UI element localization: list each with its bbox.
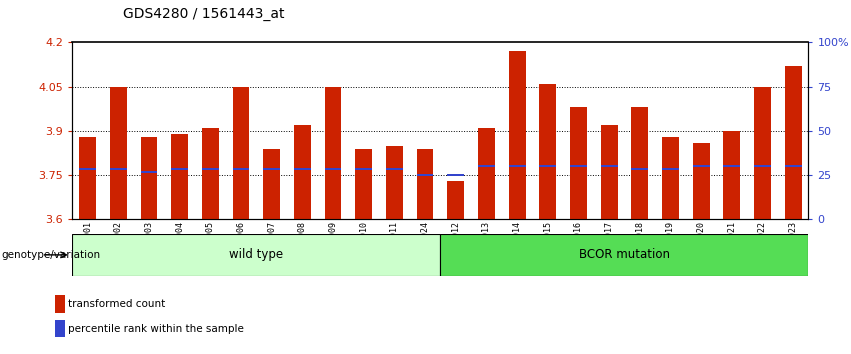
Bar <box>355 149 372 219</box>
Bar <box>263 149 280 219</box>
Bar <box>631 107 648 219</box>
Bar <box>723 131 740 219</box>
Bar <box>570 165 587 167</box>
Bar <box>171 168 188 170</box>
Bar <box>662 168 679 170</box>
Bar <box>601 125 618 219</box>
Text: percentile rank within the sample: percentile rank within the sample <box>68 324 244 334</box>
Bar <box>324 87 341 219</box>
Text: BCOR mutation: BCOR mutation <box>579 249 670 261</box>
Bar <box>478 165 494 167</box>
Bar <box>448 174 464 176</box>
Bar <box>324 168 341 170</box>
Bar <box>754 165 771 167</box>
Bar <box>55 295 65 313</box>
Bar <box>232 168 249 170</box>
Bar <box>754 87 771 219</box>
Bar <box>72 234 440 276</box>
Bar <box>386 146 403 219</box>
Bar <box>540 165 557 167</box>
Bar <box>263 168 280 170</box>
Bar <box>785 165 802 167</box>
Bar <box>693 165 710 167</box>
Bar <box>448 181 464 219</box>
Bar <box>355 168 372 170</box>
Bar <box>386 168 403 170</box>
Bar <box>294 125 311 219</box>
Text: wild type: wild type <box>229 249 283 261</box>
Bar <box>294 168 311 170</box>
Bar <box>232 87 249 219</box>
Bar <box>140 137 157 219</box>
Bar <box>55 320 65 337</box>
Bar <box>601 165 618 167</box>
Bar <box>202 168 219 170</box>
Bar <box>440 234 808 276</box>
Bar <box>110 168 127 170</box>
Bar <box>509 165 526 167</box>
Bar <box>540 84 557 219</box>
Bar <box>202 128 219 219</box>
Bar <box>417 149 433 219</box>
Bar <box>110 87 127 219</box>
Bar <box>79 137 96 219</box>
Bar <box>570 107 587 219</box>
Bar <box>509 51 526 219</box>
Bar <box>723 165 740 167</box>
Text: transformed count: transformed count <box>68 299 165 309</box>
Bar <box>417 174 433 176</box>
Bar <box>140 171 157 173</box>
Text: genotype/variation: genotype/variation <box>2 250 100 260</box>
Text: GDS4280 / 1561443_at: GDS4280 / 1561443_at <box>123 7 285 21</box>
Bar <box>171 134 188 219</box>
Bar <box>785 66 802 219</box>
Bar <box>478 128 494 219</box>
Bar <box>662 137 679 219</box>
Bar <box>631 168 648 170</box>
Bar <box>693 143 710 219</box>
Bar <box>79 168 96 170</box>
